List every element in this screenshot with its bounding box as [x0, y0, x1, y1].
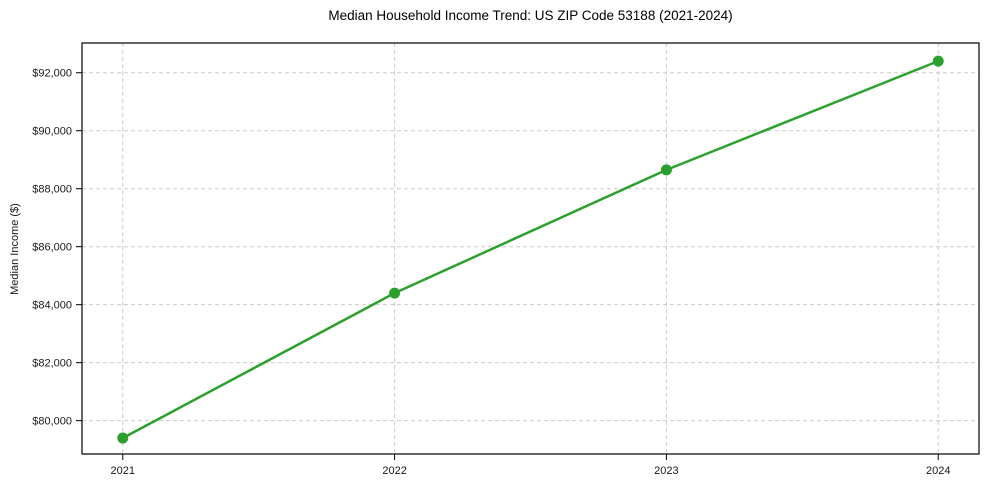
y-tick-label: $88,000 — [32, 184, 72, 196]
y-tick-label: $92,000 — [32, 68, 72, 80]
x-tick-label: 2024 — [926, 465, 950, 477]
x-tick-label: 2022 — [382, 465, 406, 477]
data-point — [117, 432, 129, 444]
y-tick-label: $84,000 — [32, 300, 72, 312]
data-point — [660, 164, 672, 176]
chart-title: Median Household Income Trend: US ZIP Co… — [328, 8, 733, 23]
y-tick-label: $82,000 — [32, 358, 72, 370]
x-tick-label: 2021 — [111, 465, 135, 477]
data-point — [932, 55, 944, 67]
y-tick-label: $86,000 — [32, 242, 72, 254]
x-tick-label: 2023 — [654, 465, 678, 477]
y-tick-label: $90,000 — [32, 126, 72, 138]
data-line — [121, 59, 940, 440]
y-tick-label: $80,000 — [32, 416, 72, 428]
data-point — [389, 287, 401, 299]
plot-border — [81, 42, 980, 455]
